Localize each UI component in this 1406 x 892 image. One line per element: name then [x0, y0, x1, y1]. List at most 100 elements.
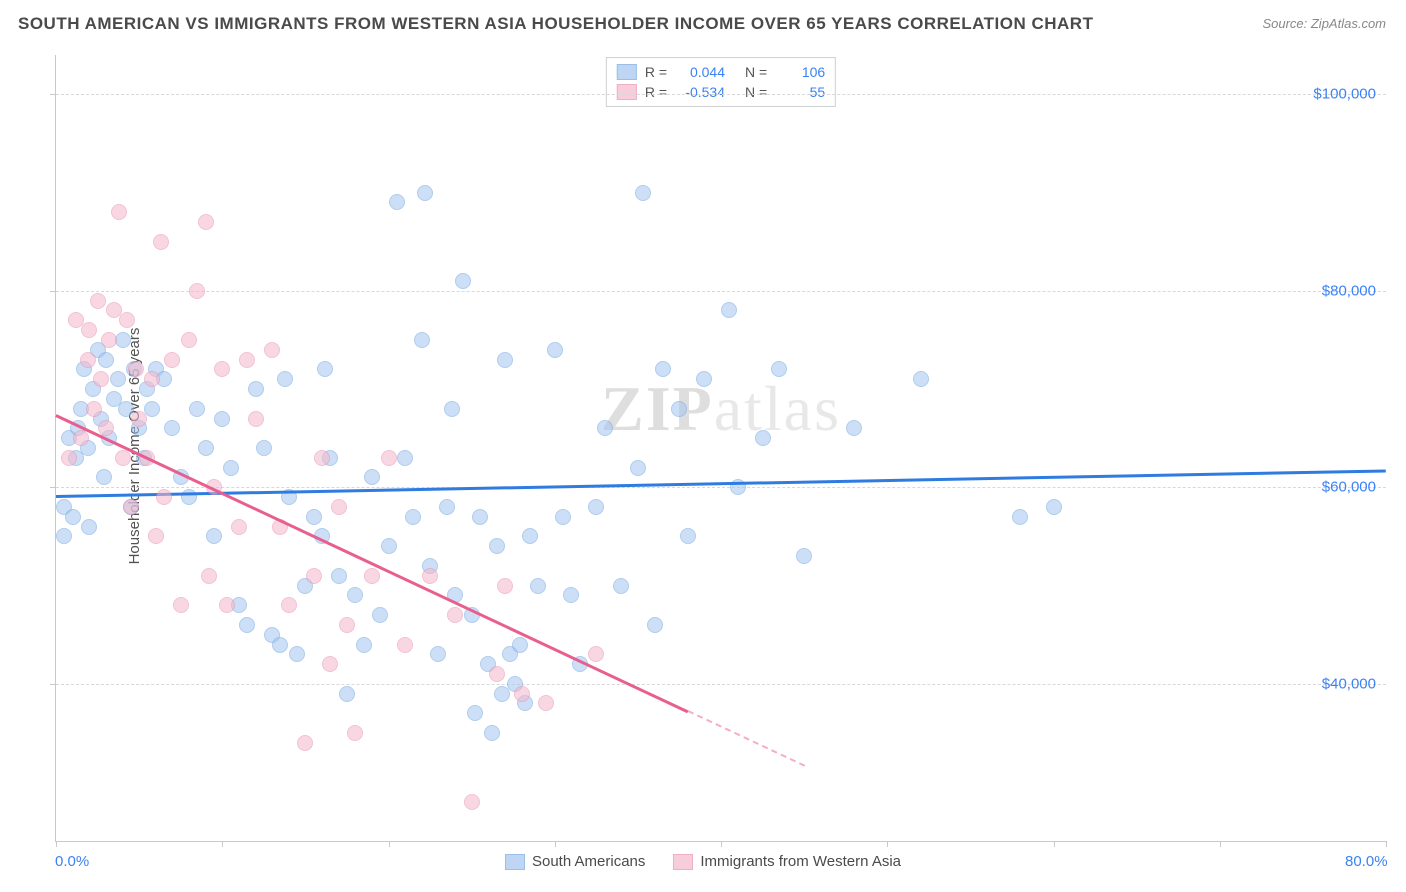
data-point: [547, 342, 563, 358]
legend-item: Immigrants from Western Asia: [673, 853, 901, 870]
data-point: [153, 234, 169, 250]
data-point: [110, 371, 126, 387]
y-tick-label: $80,000: [1322, 282, 1376, 299]
data-point: [846, 420, 862, 436]
data-point: [98, 352, 114, 368]
data-point: [73, 430, 89, 446]
data-point: [214, 361, 230, 377]
data-point: [306, 509, 322, 525]
data-point: [597, 420, 613, 436]
data-point: [364, 469, 380, 485]
data-point: [514, 686, 530, 702]
data-point: [65, 509, 81, 525]
y-tick-label: $100,000: [1313, 86, 1376, 103]
data-point: [721, 302, 737, 318]
x-tick-label: 0.0%: [55, 853, 89, 870]
data-point: [447, 607, 463, 623]
data-point: [322, 656, 338, 672]
data-point: [115, 450, 131, 466]
chart-title: SOUTH AMERICAN VS IMMIGRANTS FROM WESTER…: [18, 14, 1093, 34]
stats-legend-box: R =0.044N =106R =-0.534N =55: [606, 57, 836, 107]
data-point: [248, 411, 264, 427]
data-point: [339, 686, 355, 702]
data-point: [277, 371, 293, 387]
data-point: [201, 568, 217, 584]
data-point: [144, 371, 160, 387]
data-point: [364, 568, 380, 584]
data-point: [588, 499, 604, 515]
data-point: [671, 401, 687, 417]
data-point: [347, 725, 363, 741]
data-point: [128, 361, 144, 377]
chart-container: SOUTH AMERICAN VS IMMIGRANTS FROM WESTER…: [0, 0, 1406, 892]
data-point: [655, 361, 671, 377]
data-point: [206, 528, 222, 544]
stats-row: R =-0.534N =55: [617, 82, 825, 102]
data-point: [538, 695, 554, 711]
data-point: [111, 204, 127, 220]
data-point: [256, 440, 272, 456]
data-point: [239, 352, 255, 368]
data-point: [281, 597, 297, 613]
data-point: [397, 450, 413, 466]
data-point: [173, 597, 189, 613]
data-point: [101, 332, 117, 348]
data-point: [123, 499, 139, 515]
data-point: [272, 637, 288, 653]
data-point: [181, 332, 197, 348]
gridline: [56, 487, 1386, 488]
trend-line: [56, 470, 1386, 498]
data-point: [239, 617, 255, 633]
data-point: [522, 528, 538, 544]
data-point: [439, 499, 455, 515]
data-point: [90, 293, 106, 309]
data-point: [497, 578, 513, 594]
data-point: [119, 312, 135, 328]
data-point: [512, 637, 528, 653]
data-point: [81, 322, 97, 338]
data-point: [1046, 499, 1062, 515]
data-point: [339, 617, 355, 633]
data-point: [264, 342, 280, 358]
data-point: [422, 568, 438, 584]
data-point: [555, 509, 571, 525]
data-point: [913, 371, 929, 387]
data-point: [297, 735, 313, 751]
data-point: [96, 469, 112, 485]
y-tick-label: $40,000: [1322, 675, 1376, 692]
data-point: [613, 578, 629, 594]
data-point: [389, 194, 405, 210]
source-attribution: Source: ZipAtlas.com: [1262, 16, 1386, 31]
data-point: [148, 528, 164, 544]
gridline: [56, 291, 1386, 292]
data-point: [81, 519, 97, 535]
data-point: [630, 460, 646, 476]
data-point: [405, 509, 421, 525]
data-point: [306, 568, 322, 584]
watermark: ZIPatlas: [601, 372, 841, 446]
data-point: [489, 666, 505, 682]
data-point: [331, 568, 347, 584]
bottom-legend: South AmericansImmigrants from Western A…: [505, 853, 901, 870]
gridline: [56, 684, 1386, 685]
x-tick-label: 80.0%: [1345, 853, 1388, 870]
data-point: [530, 578, 546, 594]
plot-area: ZIPatlas R =0.044N =106R =-0.534N =55: [55, 55, 1386, 842]
stats-row: R =0.044N =106: [617, 62, 825, 82]
data-point: [755, 430, 771, 446]
data-point: [455, 273, 471, 289]
data-point: [317, 361, 333, 377]
data-point: [796, 548, 812, 564]
data-point: [314, 450, 330, 466]
data-point: [80, 352, 96, 368]
data-point: [417, 185, 433, 201]
y-tick-label: $60,000: [1322, 479, 1376, 496]
data-point: [472, 509, 488, 525]
data-point: [347, 587, 363, 603]
data-point: [588, 646, 604, 662]
data-point: [680, 528, 696, 544]
data-point: [444, 401, 460, 417]
data-point: [489, 538, 505, 554]
data-point: [164, 420, 180, 436]
data-point: [484, 725, 500, 741]
